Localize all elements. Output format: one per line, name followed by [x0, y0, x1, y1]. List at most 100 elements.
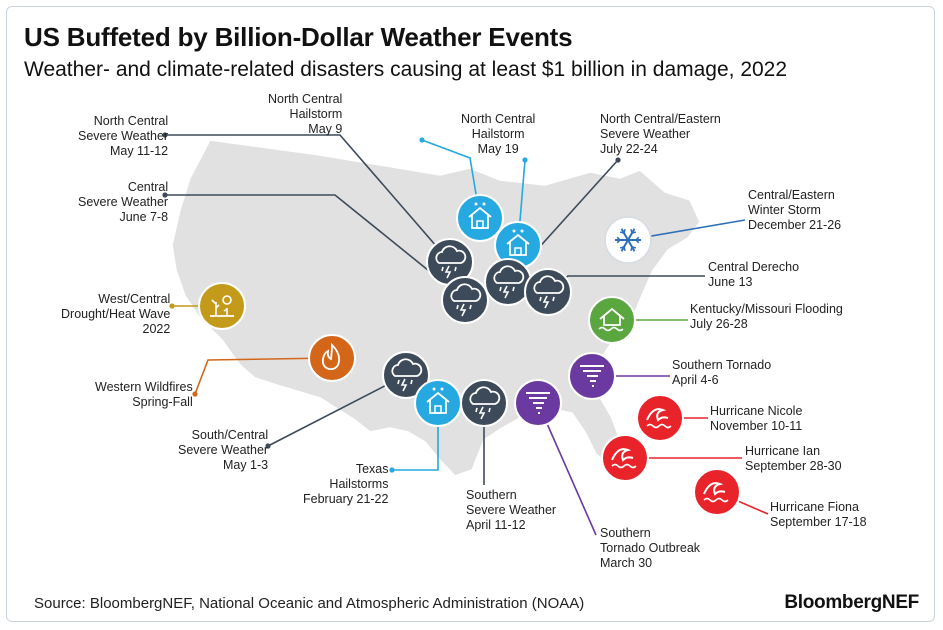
label-line: May 11-12	[109, 144, 169, 158]
marker-flooding	[588, 296, 636, 344]
wave-icon	[611, 448, 637, 469]
label-nc-severe-may: North Central Severe Weather May 11-12	[78, 114, 168, 159]
label-line: April 11-12	[466, 518, 526, 532]
connector-dot-nc-severe-may	[162, 132, 168, 138]
label-line: Hurricane Fiona	[770, 500, 859, 514]
label-line: Hailstorm	[289, 107, 343, 121]
label-line: Severe Weather	[78, 195, 169, 209]
hail-house-icon	[506, 229, 530, 256]
label-line: Severe Weather	[178, 443, 269, 457]
label-s-tornado: Southern Tornado April 4-6	[672, 358, 771, 388]
marker-s-severe	[460, 379, 508, 427]
marker-tx-hail	[414, 379, 462, 427]
us-landmass	[171, 139, 701, 477]
wave-icon	[646, 408, 672, 429]
label-line: September 17-18	[770, 515, 867, 529]
label-line: July 26-28	[690, 317, 748, 331]
label-line: Hurricane Nicole	[710, 404, 803, 418]
label-wildfires: Western Wildfires Spring-Fall	[95, 380, 193, 410]
marker-c-severe-june	[441, 276, 489, 324]
label-line: 2022	[142, 322, 171, 336]
marker-nc-hail-may9	[456, 194, 504, 242]
page-title: US Buffeted by Billion-Dollar Weather Ev…	[24, 22, 573, 52]
label-line: November 10-11	[710, 419, 803, 433]
label-line: Drought/Heat Wave	[61, 307, 171, 321]
connector-sc-severe	[267, 374, 407, 447]
label-ian: Hurricane Ian September 28-30	[745, 444, 842, 474]
label-line: July 22-24	[600, 142, 658, 156]
connector-wildfires	[194, 357, 333, 395]
label-line: Central/Eastern	[748, 188, 835, 202]
label-drought: West/Central Drought/Heat Wave 2022	[61, 292, 170, 337]
label-line: Severe Weather	[78, 129, 169, 143]
label-line: Central Derecho	[708, 260, 800, 274]
label-nc-hail-may19: North Central Hailstorm May 19	[461, 112, 535, 157]
marker-nce-severe-july	[484, 258, 532, 306]
event-markers	[198, 194, 741, 516]
connector-dot-tx-hail	[389, 467, 395, 473]
marker-drought	[198, 282, 246, 330]
drought-icon	[210, 295, 234, 317]
label-line: Southern Tornado	[672, 358, 772, 372]
marker-nc-severe-may	[426, 238, 474, 286]
label-winter-storm: Central/Eastern Winter Storm December 21-2…	[748, 188, 841, 233]
marker-wildfires	[308, 334, 356, 382]
label-line: March 30	[600, 556, 653, 570]
label-line: Southern	[600, 526, 651, 540]
thunderstorm-icon	[435, 245, 467, 279]
label-line: February 21-22	[303, 492, 389, 506]
label-line: May 9	[308, 122, 343, 136]
connector-nc-severe-may	[165, 134, 451, 263]
label-fiona: Hurricane Fiona September 17-18	[770, 500, 867, 530]
label-c-severe-june: Central Severe Weather June 7-8	[78, 180, 168, 225]
thunderstorm-icon	[391, 358, 423, 392]
label-tx-hail: Texas Hailstorms February 21-22	[303, 462, 388, 507]
label-line: April 4-6	[672, 373, 719, 387]
label-line: June 7-8	[119, 210, 169, 224]
marker-tornado-outbreak	[514, 379, 562, 427]
label-line: Hurricane Ian	[745, 444, 821, 458]
source-note: Source: BloombergNEF, National Oceanic a…	[34, 595, 585, 612]
label-line: South/Central	[191, 428, 269, 442]
connector-c-severe-june	[165, 194, 466, 301]
label-line: Hailstorm	[471, 127, 525, 141]
label-line: May 1-3	[222, 458, 269, 472]
label-line: Western Wildfires	[95, 380, 193, 394]
label-line: Central	[127, 180, 169, 194]
label-line: Severe Weather	[600, 127, 691, 141]
marker-derecho	[524, 268, 572, 316]
label-nicole: Hurricane Nicole November 10-11	[710, 404, 802, 434]
label-sc-severe: South/Central Severe Weather May 1-3	[178, 428, 268, 473]
label-s-severe: Southern Severe Weather April 11-12	[466, 488, 556, 533]
flood-house-icon	[598, 307, 625, 332]
label-line: Winter Storm	[748, 203, 821, 217]
label-line: Spring-Fall	[132, 395, 193, 409]
label-line: June 13	[708, 275, 753, 289]
flame-icon	[321, 342, 341, 371]
connector-dot-sc-severe	[265, 443, 271, 449]
label-line: September 28-30	[745, 459, 842, 473]
marker-fiona	[693, 468, 741, 516]
connector-dot-nc-hail-may9	[419, 137, 425, 143]
label-flooding: Kentucky/Missouri Flooding July 26-28	[690, 302, 843, 332]
marker-nicole	[636, 394, 684, 442]
connector-tornado-outbreak	[537, 402, 597, 536]
label-derecho: Central Derecho June 13	[708, 260, 799, 290]
connector-dot-nce-severe-july	[615, 157, 621, 163]
thunderstorm-icon	[493, 265, 525, 299]
label-line: May 19	[477, 142, 519, 156]
label-line: Texas	[355, 462, 389, 476]
tornado-icon	[580, 365, 604, 387]
thunderstorm-icon	[533, 275, 565, 309]
label-nce-severe-july: North Central/Eastern Severe Weather July …	[600, 112, 721, 157]
marker-sc-severe	[382, 351, 430, 399]
page-subtitle: Weather- and climate-related disasters c…	[24, 58, 788, 81]
label-line: North Central	[461, 112, 536, 126]
label-line: North Central	[93, 114, 169, 128]
label-line: December 21-26	[748, 218, 842, 232]
label-line: West/Central	[98, 292, 171, 306]
label-line: Southern	[466, 488, 517, 502]
hail-house-icon	[468, 202, 492, 229]
tornado-icon	[526, 392, 550, 414]
